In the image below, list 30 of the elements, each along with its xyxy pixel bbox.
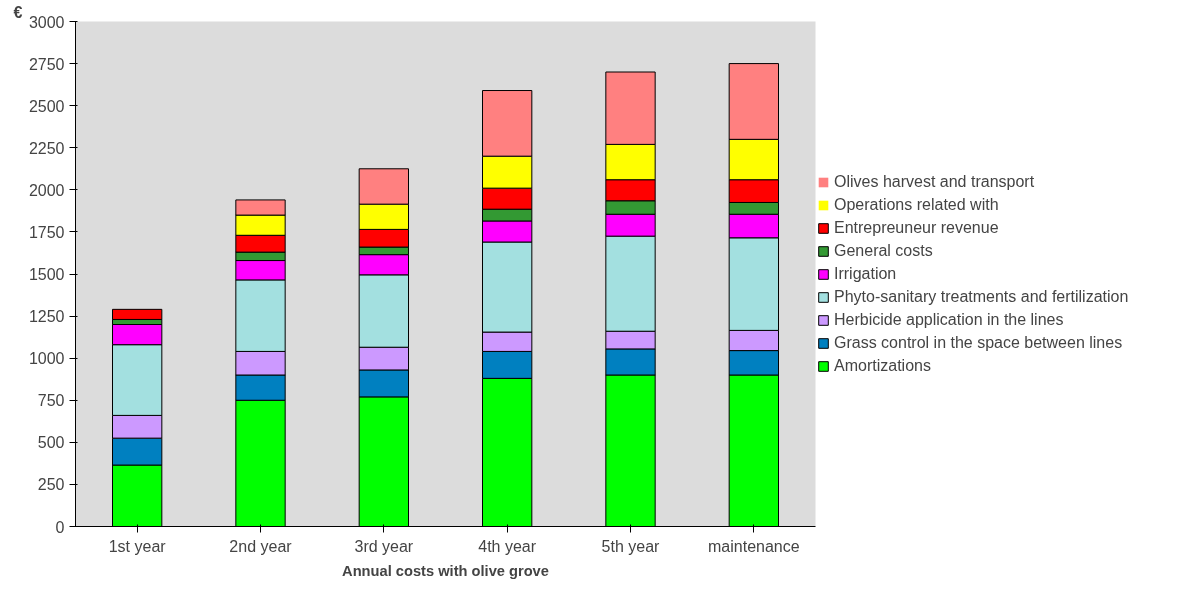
y-tick-label: 1500 [28, 266, 65, 283]
legend-label: Operations related with [834, 195, 999, 214]
y-tick-label: 250 [37, 476, 65, 494]
legend-label: Entrepreuneur revenue [834, 218, 999, 237]
x-tick-label: 1st year [108, 537, 167, 555]
legend-label: Grass control in the space between lines [834, 333, 1123, 352]
y-tick-label: 2500 [28, 97, 65, 115]
x-axis-title: Annual costs with olive grove [342, 562, 549, 579]
y-tick-label: 2750 [28, 55, 65, 73]
legend-label: Herbicide application in the lines [834, 310, 1064, 329]
x-tick-label: 5th year [601, 537, 661, 555]
y-axis-title: € [13, 3, 23, 21]
legend-label: General costs [834, 241, 933, 260]
legend-label: Phyto-sanitary treatments and fertilization [834, 287, 1129, 306]
y-tick-label: 1750 [28, 223, 65, 241]
y-tick-label: 1250 [28, 308, 65, 326]
legend-label: Irrigation [834, 264, 897, 283]
x-tick-label: 3rd year [354, 537, 414, 555]
y-tick-label: 3000 [28, 13, 65, 31]
legend-label: Olives harvest and transport [834, 172, 1035, 191]
y-tick-label: 1000 [28, 350, 65, 368]
y-tick-label: 2000 [28, 181, 65, 199]
y-tick-label: 500 [37, 434, 65, 452]
y-tick-label: 750 [37, 392, 65, 410]
y-tick-label: 2250 [28, 139, 65, 157]
x-tick-label: maintenance [708, 537, 800, 555]
x-tick-label: 4th year [478, 537, 537, 555]
legend-label: Amortizations [834, 356, 931, 375]
x-tick-label: 2nd year [229, 537, 293, 555]
y-tick-label: 0 [55, 518, 65, 536]
